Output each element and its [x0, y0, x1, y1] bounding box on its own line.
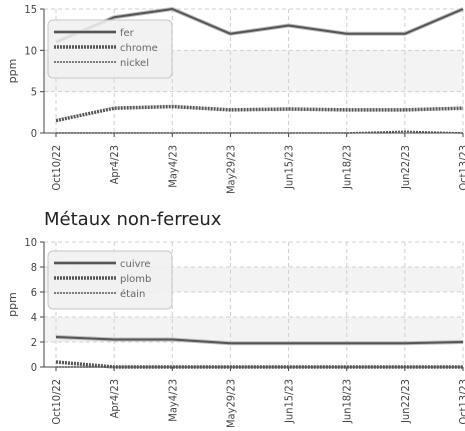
- x-tick-label: Jun22/23: [399, 379, 412, 424]
- x-tick-label: May4/23: [166, 379, 179, 422]
- x-tick-label: Apr4/23: [108, 379, 121, 418]
- series-line-fer: [55, 8, 464, 43]
- y-tick-label: 5: [31, 86, 37, 99]
- x-tick-label: Jun18/23: [341, 379, 354, 424]
- y-tick-label: 4: [31, 311, 37, 324]
- y-axis-label: ppm: [6, 292, 19, 317]
- chart-ferrous-metals: 0 5 10 15 Oct10/22 Apr4/23 May4/23 May29/23 Jun1…: [6, 3, 465, 194]
- legend-label-cuivre: cuivre: [120, 259, 151, 270]
- legend-label-plomb: plomb: [120, 274, 151, 285]
- y-tick-label: 8: [31, 261, 37, 274]
- x-tick-label: Jun18/23: [341, 145, 354, 190]
- y-tick-label: 0: [31, 361, 37, 374]
- series-line-cuivre: [55, 336, 464, 345]
- y-tick-label: 15: [24, 3, 37, 16]
- y-tick-label: 10: [24, 236, 37, 249]
- x-tick-label: May29/23: [224, 145, 237, 194]
- legend-label-nickel: nickel: [120, 58, 149, 69]
- x-tick-label: Apr4/23: [108, 145, 121, 184]
- y-tick-label: 10: [24, 44, 37, 57]
- x-tick-label: Oct13/23: [457, 145, 465, 191]
- chart-title-non-ferrous: Métaux non-ferreux: [44, 209, 222, 230]
- x-tick-label: May29/23: [224, 379, 237, 428]
- x-tick-label: Oct10/22: [50, 379, 63, 425]
- chart-non-ferrous-metals: 0 2 4 6 8 10 Oct10/22 Apr4/23 May4/23 May29/23 Jun…: [6, 236, 465, 428]
- legend-label-chrome: chrome: [120, 43, 158, 54]
- legend-box: [47, 250, 173, 310]
- y-tick-label: 0: [31, 127, 37, 140]
- legend-label-étain: étain: [120, 288, 145, 300]
- x-tick-label: Jun22/23: [399, 145, 412, 190]
- legend-box: [47, 19, 173, 79]
- y-tick-label: 6: [31, 286, 37, 299]
- series-line-chrome: [55, 104, 464, 123]
- series-line-nickel: [56, 130, 464, 134]
- x-tick-label: Oct13/23: [457, 379, 465, 425]
- x-tick-label: Jun15/23: [283, 379, 296, 424]
- y-axis-label: ppm: [6, 59, 19, 84]
- x-tick-label: Oct10/22: [50, 145, 63, 191]
- x-tick-label: Jun15/23: [283, 145, 296, 190]
- legend-label-fer: fer: [120, 28, 135, 39]
- y-tick-label: 2: [31, 336, 37, 349]
- x-tick-label: May4/23: [166, 145, 179, 188]
